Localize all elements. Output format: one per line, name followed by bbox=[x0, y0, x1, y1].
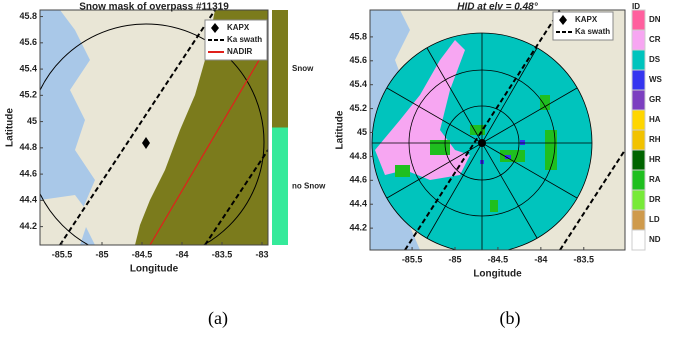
panel-title: HID at elv = 0.48° bbox=[457, 2, 538, 13]
y-tick-label: 45.6 bbox=[349, 55, 367, 65]
legend-label: KAPX bbox=[575, 15, 598, 24]
x-tick-label: -84.5 bbox=[488, 254, 509, 264]
y-tick-label: 44.6 bbox=[19, 168, 37, 178]
x-tick-label: -85 bbox=[95, 249, 108, 259]
colorbar-swatch bbox=[632, 210, 645, 230]
y-tick-label: 45 bbox=[357, 127, 367, 137]
y-tick-label: 45.2 bbox=[19, 90, 37, 100]
colorbar-label: no Snow bbox=[292, 181, 326, 190]
colorbar-swatch bbox=[632, 150, 645, 170]
panel-title: Snow mask of overpass #11319 bbox=[79, 2, 229, 13]
legend-label: NADIR bbox=[227, 47, 253, 56]
y-tick-label: 45.4 bbox=[19, 63, 37, 73]
colorbar-swatch bbox=[632, 30, 645, 50]
y-tick-label: 44.8 bbox=[19, 142, 37, 152]
x-tick-label: -84 bbox=[534, 254, 547, 264]
colorbar-swatch bbox=[632, 230, 645, 250]
x-tick-label: -84 bbox=[175, 249, 188, 259]
colorbar-swatch bbox=[272, 10, 288, 128]
x-tick-label: -85.5 bbox=[52, 249, 73, 259]
y-tick-label: 45.4 bbox=[349, 79, 367, 89]
colorbar-label: DR bbox=[649, 195, 661, 204]
figure: Snow mask of overpass #11319 -85.5 -85 -84.… bbox=[0, 0, 674, 339]
y-tick-label: 45.2 bbox=[349, 103, 367, 113]
colorbar-label: HA bbox=[649, 115, 661, 124]
colorbar-swatch bbox=[632, 10, 645, 30]
legend-label: Ka swath bbox=[227, 35, 262, 44]
colorbar-label: GR bbox=[649, 95, 661, 104]
y-tick-label: 45.8 bbox=[19, 11, 37, 21]
y-tick-label: 45 bbox=[27, 116, 37, 126]
map-b bbox=[370, 10, 625, 253]
colorbar-label: RH bbox=[649, 135, 661, 144]
colorbar-title: ID bbox=[632, 2, 640, 11]
y-tick-label: 45.8 bbox=[349, 31, 367, 41]
y-tick-label: 45.6 bbox=[19, 37, 37, 47]
colorbar-swatch bbox=[632, 130, 645, 150]
x-tick-label: -83.5 bbox=[212, 249, 233, 259]
colorbar-swatch bbox=[632, 190, 645, 210]
x-axis-label: Longitude bbox=[130, 264, 179, 275]
y-tick-label: 44.4 bbox=[19, 195, 37, 205]
y-tick-label: 44.2 bbox=[349, 223, 367, 233]
legend-label: KAPX bbox=[227, 23, 250, 32]
panel-caption: (b) bbox=[500, 308, 521, 329]
colorbar-label: DS bbox=[649, 55, 661, 64]
colorbar-label: CR bbox=[649, 35, 661, 44]
legend-label: Ka swath bbox=[575, 27, 610, 36]
colorbar-swatch bbox=[632, 90, 645, 110]
x-tick-label: -84.5 bbox=[132, 249, 153, 259]
colorbar-label: Snow bbox=[292, 64, 314, 73]
y-tick-label: 44.2 bbox=[19, 221, 37, 231]
colorbar-swatch bbox=[632, 50, 645, 70]
y-tick-label: 44.6 bbox=[349, 175, 367, 185]
x-tick-label: -85 bbox=[448, 254, 461, 264]
y-axis-label: Latitude bbox=[335, 110, 346, 149]
colorbar-swatch bbox=[632, 70, 645, 90]
colorbar-swatch bbox=[272, 128, 288, 246]
x-tick-label: -83 bbox=[255, 249, 268, 259]
x-tick-label: -85.5 bbox=[402, 254, 423, 264]
x-axis-label: Longitude bbox=[473, 269, 522, 280]
colorbar-label: HR bbox=[649, 155, 661, 164]
y-tick-label: 44.4 bbox=[349, 199, 367, 209]
colorbar-swatch bbox=[632, 170, 645, 190]
colorbar-label: LD bbox=[649, 215, 660, 224]
colorbar-label: ND bbox=[649, 235, 661, 244]
colorbar-label: DN bbox=[649, 15, 661, 24]
y-tick-label: 44.8 bbox=[349, 151, 367, 161]
colorbar-label: WS bbox=[649, 75, 663, 84]
colorbar-label: RA bbox=[649, 175, 661, 184]
y-axis-label: Latitude bbox=[5, 108, 16, 147]
panel-caption: (a) bbox=[208, 308, 228, 329]
x-tick-label: -83.5 bbox=[574, 254, 595, 264]
colorbar-swatch bbox=[632, 110, 645, 130]
